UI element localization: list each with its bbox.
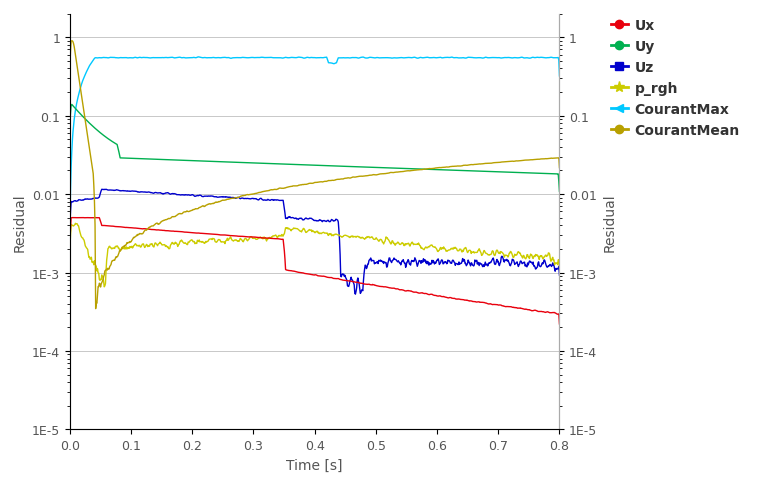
- p_rgh: [364, 234, 373, 240]
- Line: Uy: Uy: [70, 105, 559, 192]
- Ux: [69, 215, 78, 221]
- CourantMean: [67, 39, 76, 45]
- CourantMax: [96, 56, 105, 61]
- Y-axis label: Residual: Residual: [603, 193, 617, 251]
- p_rgh: [71, 221, 80, 227]
- Ux: [96, 219, 105, 225]
- Ux: [437, 294, 447, 300]
- Y-axis label: Residual: Residual: [12, 193, 26, 251]
- p_rgh: [378, 240, 388, 246]
- CourantMean: [555, 165, 564, 171]
- Ux: [555, 321, 564, 327]
- p_rgh: [96, 277, 105, 283]
- Line: p_rgh: p_rgh: [70, 224, 559, 287]
- Ux: [487, 302, 497, 308]
- p_rgh: [350, 234, 360, 240]
- Uy: [67, 102, 76, 108]
- CourantMax: [555, 74, 564, 80]
- Uz: [555, 273, 564, 279]
- Uy: [487, 169, 497, 175]
- p_rgh: [65, 246, 75, 252]
- p_rgh: [99, 285, 109, 290]
- Uy: [350, 164, 360, 170]
- Uz: [350, 291, 360, 297]
- p_rgh: [437, 245, 447, 251]
- Uz: [378, 259, 388, 265]
- Ux: [378, 284, 387, 290]
- Line: Ux: Ux: [70, 218, 559, 324]
- Uy: [363, 165, 372, 171]
- CourantMax: [363, 56, 372, 62]
- CourantMean: [437, 165, 447, 171]
- CourantMean: [91, 306, 100, 312]
- Uz: [488, 256, 497, 262]
- Line: CourantMax: CourantMax: [70, 58, 559, 221]
- Uz: [364, 262, 373, 267]
- CourantMax: [350, 56, 360, 61]
- CourantMean: [488, 161, 497, 166]
- CourantMean: [65, 62, 75, 68]
- X-axis label: Time [s]: Time [s]: [287, 458, 343, 471]
- Ux: [65, 239, 75, 245]
- CourantMax: [65, 218, 75, 224]
- p_rgh: [555, 264, 564, 270]
- CourantMax: [378, 56, 387, 61]
- Line: CourantMean: CourantMean: [70, 42, 559, 309]
- Uz: [437, 258, 447, 264]
- p_rgh: [488, 248, 497, 254]
- Uy: [96, 131, 105, 137]
- Uz: [350, 292, 360, 298]
- CourantMax: [487, 56, 497, 61]
- CourantMax: [194, 55, 204, 61]
- Ux: [350, 280, 360, 285]
- CourantMean: [350, 175, 360, 181]
- Uy: [437, 167, 447, 173]
- Ux: [363, 282, 372, 288]
- Uy: [555, 189, 564, 195]
- Line: Uz: Uz: [70, 190, 559, 295]
- Uz: [96, 192, 105, 198]
- CourantMean: [364, 173, 373, 179]
- Uy: [65, 121, 75, 126]
- CourantMean: [96, 282, 106, 287]
- CourantMax: [437, 56, 447, 61]
- Legend: Ux, Uy, Uz, p_rgh, CourantMax, CourantMean: Ux, Uy, Uz, p_rgh, CourantMax, CourantMe…: [605, 13, 745, 143]
- CourantMean: [378, 171, 388, 177]
- Uy: [378, 165, 387, 171]
- Uz: [102, 187, 111, 193]
- Uz: [65, 223, 75, 228]
